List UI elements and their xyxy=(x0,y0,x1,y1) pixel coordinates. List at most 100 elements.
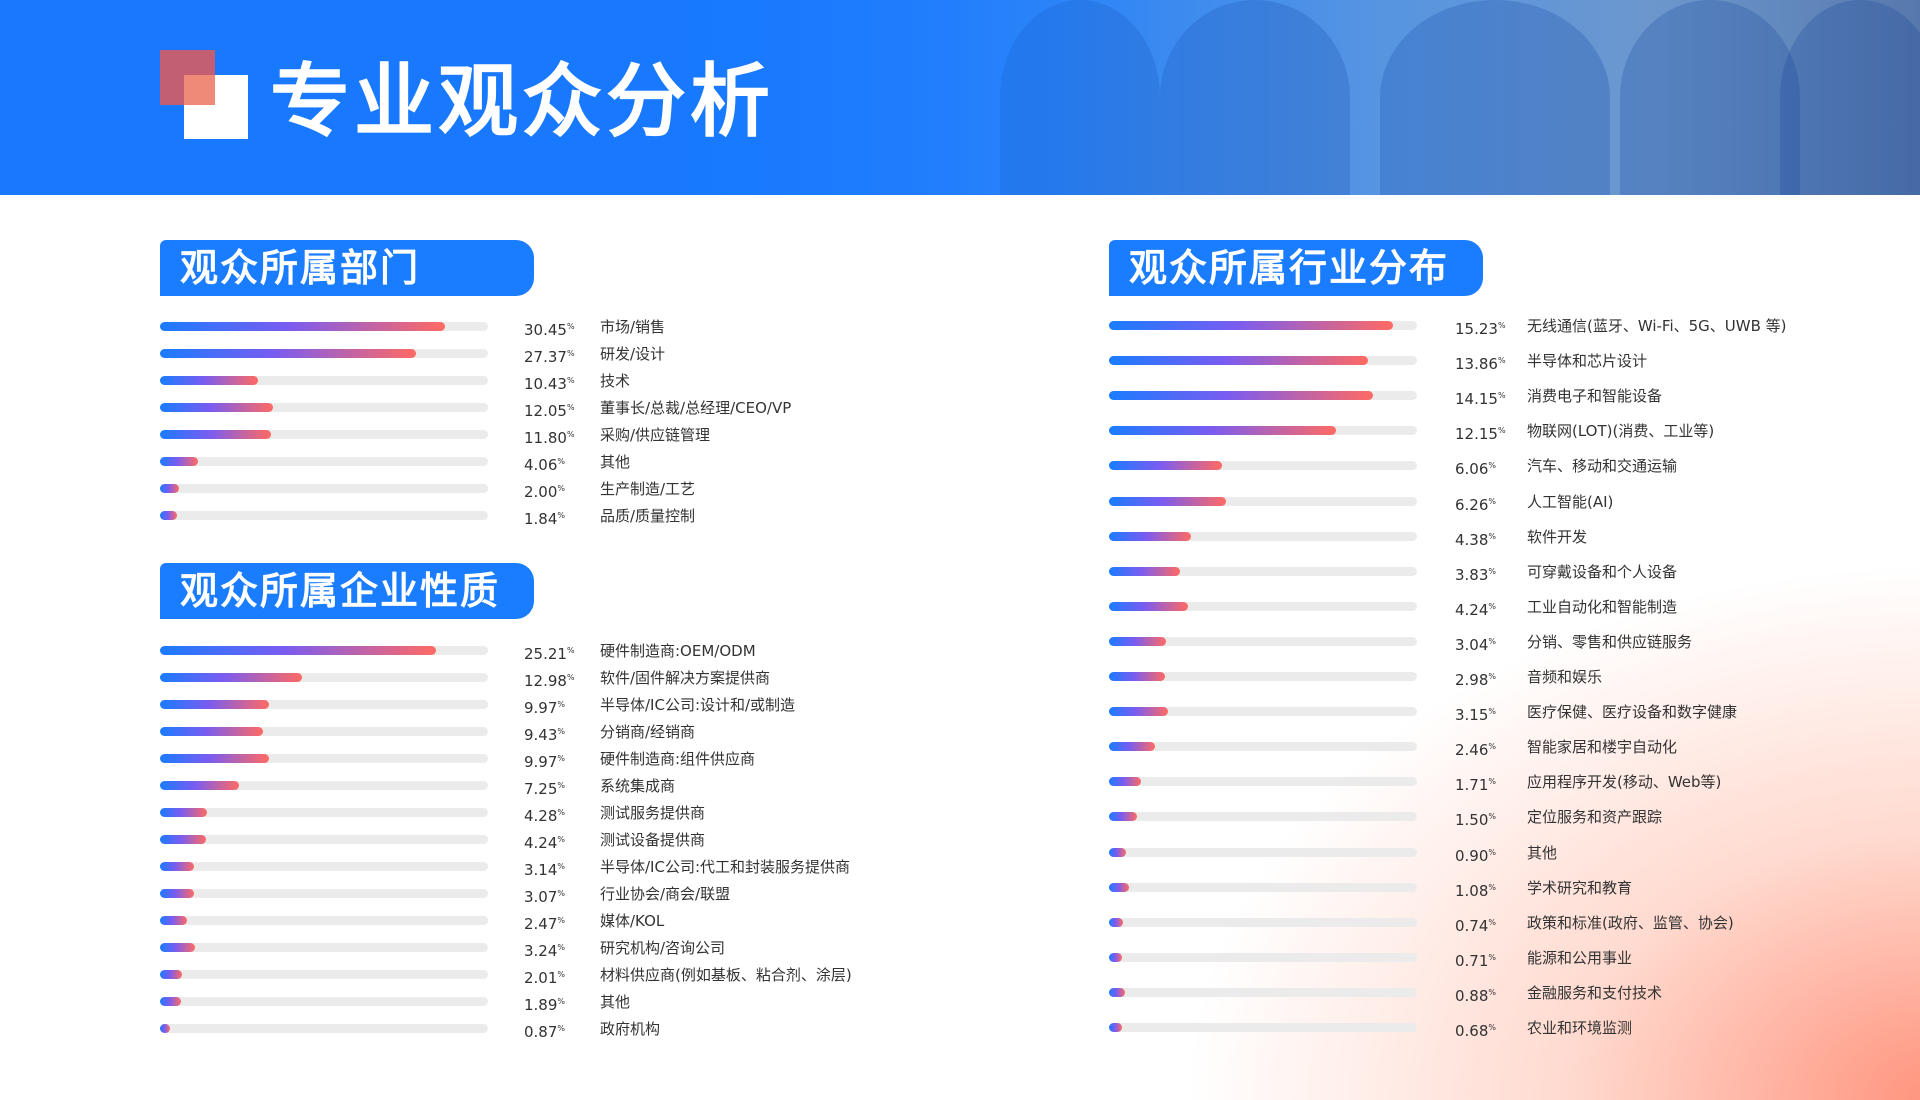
bar-row: 6.26% 人工智能(AI) xyxy=(1109,491,1920,514)
category-label: 软件/固件解决方案提供商 xyxy=(600,669,771,687)
bar xyxy=(1109,742,1155,752)
bar xyxy=(160,646,436,655)
category-label: 音频和娱乐 xyxy=(1527,668,1603,686)
bar-row: 0.68% 农业和环境监测 xyxy=(1109,1017,1920,1040)
bar xyxy=(1109,426,1336,436)
bar-row: 1.89% 其他 xyxy=(160,991,1000,1014)
category-label: 消费电子和智能设备 xyxy=(1527,387,1663,406)
bar-value-label: 9.97% xyxy=(524,753,566,771)
bar-row: 4.24% 工业自动化和智能制造 xyxy=(1109,596,1920,619)
category-label: 政策和标准(政府、监管、协会) xyxy=(1527,913,1734,932)
category-label: 智能家居和楼宇自动化 xyxy=(1527,738,1678,757)
bar xyxy=(160,511,178,520)
bar-row: 9.97% 硬件制造商:组件供应商 xyxy=(160,748,1000,771)
bar-row: 0.71% 能源和公用事业 xyxy=(1109,947,1920,970)
bar-value-label: 2.01% xyxy=(524,969,566,987)
bar xyxy=(160,700,269,709)
bar-track xyxy=(160,889,488,898)
bar xyxy=(1109,496,1226,506)
percent-unit: % xyxy=(1488,531,1497,541)
department-bar-chart: 30.45% 市场/销售 27.37% 研发/设计 10.43% 技术 12.05% 董事长/… xyxy=(160,316,860,528)
bar-row: 12.15% 物联网(LOT)(消费、工业等) xyxy=(1109,420,1920,443)
percent-unit: % xyxy=(1488,1023,1497,1032)
bar-value-label: 13.86% xyxy=(1455,355,1506,374)
bar-row: 1.84% 品质/质量控制 xyxy=(160,505,1000,528)
bar-track xyxy=(1109,742,1417,752)
category-label: 农业和环境监测 xyxy=(1527,1019,1633,1037)
bar-row: 9.43% 分销商/经销商 xyxy=(160,721,1000,744)
bar xyxy=(1109,356,1368,366)
percent-unit: % xyxy=(557,808,566,817)
category-label: 市场/销售 xyxy=(600,318,666,336)
bar-track xyxy=(1109,391,1417,401)
category-label: 材料供应商(例如基板、粘合剂、涂层) xyxy=(600,966,852,984)
bar-value-label: 2.47% xyxy=(524,915,566,933)
bar-track xyxy=(160,511,488,520)
bar-row: 3.04% 分销、零售和供应链服务 xyxy=(1109,631,1920,654)
category-label: 金融服务和支付技术 xyxy=(1527,983,1663,1002)
bar-row: 3.07% 行业协会/商会/联盟 xyxy=(160,883,1000,906)
bar-value-label: 12.05% xyxy=(524,402,575,420)
category-label: 行业协会/商会/联盟 xyxy=(600,885,731,903)
section-title-industry: 观众所属行业分布 xyxy=(1109,240,1483,296)
bar-row: 0.87% 政府机构 xyxy=(160,1018,1000,1041)
logo-square-overlap xyxy=(184,75,215,105)
bar-track xyxy=(160,808,488,817)
category-label: 硬件制造商:OEM/ODM xyxy=(600,642,756,660)
bar-value-label: 0.87% xyxy=(524,1023,566,1041)
percent-unit: % xyxy=(566,403,575,412)
bar-value-label: 6.26% xyxy=(1455,495,1497,514)
bar xyxy=(160,457,199,466)
bar-value-label: 7.25% xyxy=(524,780,566,798)
bar-row: 4.38% 软件开发 xyxy=(1109,526,1920,549)
percent-unit: % xyxy=(557,484,566,493)
percent-unit: % xyxy=(557,970,566,979)
bar-value-label: 4.24% xyxy=(524,834,566,852)
percent-unit: % xyxy=(557,835,566,844)
bar-value-label: 1.89% xyxy=(524,996,566,1014)
category-label: 人工智能(AI) xyxy=(1527,492,1614,511)
category-label: 半导体/IC公司:代工和封装服务提供商 xyxy=(600,858,851,876)
percent-unit: % xyxy=(566,349,575,358)
bar-row: 9.97% 半导体/IC公司:设计和/或制造 xyxy=(160,694,1000,717)
bar-value-label: 3.14% xyxy=(524,861,566,879)
percent-unit: % xyxy=(557,457,566,466)
category-label: 采购/供应链管理 xyxy=(600,426,711,444)
bar xyxy=(1109,461,1223,471)
bar xyxy=(160,970,182,979)
bar xyxy=(1109,777,1141,787)
bar-value-label: 2.46% xyxy=(1455,741,1497,760)
bar-value-label: 0.71% xyxy=(1455,951,1497,970)
industry-bar-chart: 15.23% 无线通信(蓝牙、Wi-Fi、5G、UWB 等) 13.86% 半导体和芯… xyxy=(1109,315,1809,1045)
bar xyxy=(160,808,207,817)
category-label: 生产制造/工艺 xyxy=(600,480,696,498)
bar-row: 11.80% 采购/供应链管理 xyxy=(160,424,1000,447)
category-label: 技术 xyxy=(600,372,631,390)
bar-row: 0.88% 金融服务和支付技术 xyxy=(1109,982,1920,1005)
bar-row: 2.46% 智能家居和楼宇自动化 xyxy=(1109,736,1920,760)
bar-track xyxy=(160,727,488,736)
bar-track xyxy=(160,376,488,385)
percent-unit: % xyxy=(566,322,575,331)
percent-unit: % xyxy=(1497,426,1506,436)
percent-unit: % xyxy=(557,997,566,1006)
bar-track xyxy=(1109,882,1417,892)
percent-unit: % xyxy=(557,781,566,790)
category-label: 研究机构/咨询公司 xyxy=(600,939,726,957)
percent-unit: % xyxy=(1488,707,1497,717)
category-label: 测试设备提供商 xyxy=(600,831,706,849)
bar-value-label: 11.80% xyxy=(524,429,575,447)
percent-unit: % xyxy=(557,754,566,763)
bar xyxy=(160,403,273,412)
bar-track xyxy=(160,484,488,493)
bar-value-label: 3.15% xyxy=(1455,706,1497,725)
percent-unit: % xyxy=(1488,672,1497,681)
bar-value-label: 15.23% xyxy=(1455,320,1506,338)
bar-track xyxy=(160,700,488,709)
bar-row: 1.08% 学术研究和教育 xyxy=(1109,877,1920,900)
bar-value-label: 3.24% xyxy=(524,942,566,960)
bar-track xyxy=(160,781,488,790)
bar-track xyxy=(1109,987,1417,997)
percent-unit: % xyxy=(1488,496,1497,506)
bar-track xyxy=(1109,356,1417,366)
